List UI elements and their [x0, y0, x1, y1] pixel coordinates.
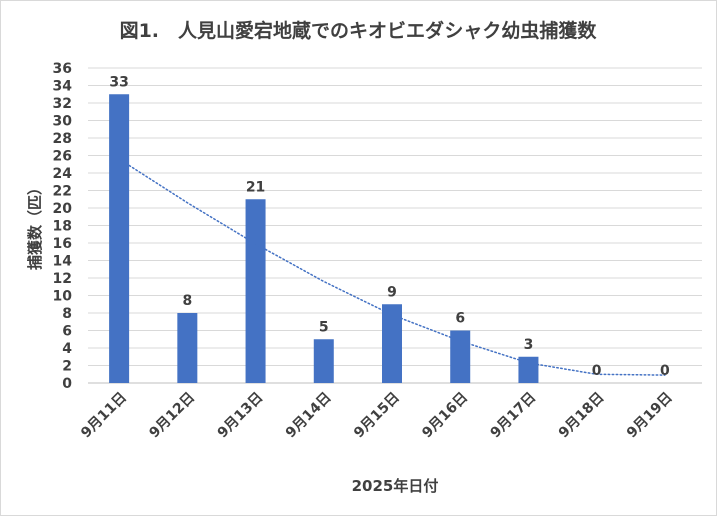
y-axis-title: 捕獲数（匹） [26, 180, 44, 270]
x-tick-label: 9月15日 [351, 390, 403, 442]
x-axis-title: 2025年日付 [352, 477, 439, 495]
y-tick-label: 6 [62, 324, 72, 340]
y-tick-label: 0 [62, 376, 72, 392]
data-label: 3 [524, 337, 534, 353]
chart-title: 図1. 人見山愛宕地蔵でのキオビエダシャク幼虫捕獲数 [120, 19, 598, 42]
bar [109, 94, 130, 383]
data-label: 8 [182, 293, 192, 309]
bar [450, 330, 471, 383]
x-tick-label: 9月11日 [78, 390, 130, 442]
data-label: 9 [387, 284, 397, 300]
x-tick-label: 9月18日 [556, 390, 608, 442]
y-tick-label: 30 [53, 114, 73, 130]
x-tick-label: 9月17日 [487, 390, 539, 442]
data-label: 0 [592, 363, 602, 379]
data-label: 33 [109, 74, 128, 90]
x-tick-label: 9月19日 [624, 390, 676, 442]
y-tick-label: 14 [53, 254, 73, 270]
data-label: 5 [319, 319, 329, 335]
trendline [118, 158, 666, 376]
y-tick-label: 24 [53, 166, 73, 182]
data-label: 0 [660, 363, 670, 379]
y-tick-label: 12 [53, 271, 72, 287]
y-tick-label: 36 [53, 61, 72, 77]
bars [109, 94, 539, 383]
bar [177, 313, 198, 383]
y-tick-label: 2 [62, 359, 72, 375]
y-tick-label: 8 [62, 306, 72, 322]
bar [245, 199, 266, 383]
x-tick-label: 9月12日 [146, 390, 198, 442]
y-tick-label: 10 [53, 289, 73, 305]
x-axis-ticks: 9月11日 9月12日 9月13日 9月14日 9月15日 9月16日 9月17日 9月18日… [78, 390, 676, 442]
trendline-layer [118, 158, 666, 376]
y-tick-label: 18 [53, 219, 72, 235]
data-labels: 33 8 21 5 9 6 3 0 0 [109, 74, 670, 379]
y-tick-label: 20 [53, 201, 73, 217]
x-tick-label: 9月14日 [283, 390, 335, 442]
y-tick-label: 22 [53, 184, 72, 200]
y-tick-label: 26 [53, 149, 72, 165]
y-tick-label: 16 [53, 236, 72, 252]
x-tick-label: 9月13日 [215, 390, 267, 442]
y-tick-label: 34 [53, 79, 73, 95]
bar [382, 304, 402, 383]
x-tick-label: 9月16日 [419, 390, 471, 442]
data-label: 21 [246, 179, 265, 195]
bar [313, 339, 334, 383]
y-tick-label: 32 [53, 96, 72, 112]
data-label: 6 [455, 311, 465, 327]
y-tick-label: 4 [62, 341, 72, 357]
y-tick-label: 28 [53, 131, 72, 147]
